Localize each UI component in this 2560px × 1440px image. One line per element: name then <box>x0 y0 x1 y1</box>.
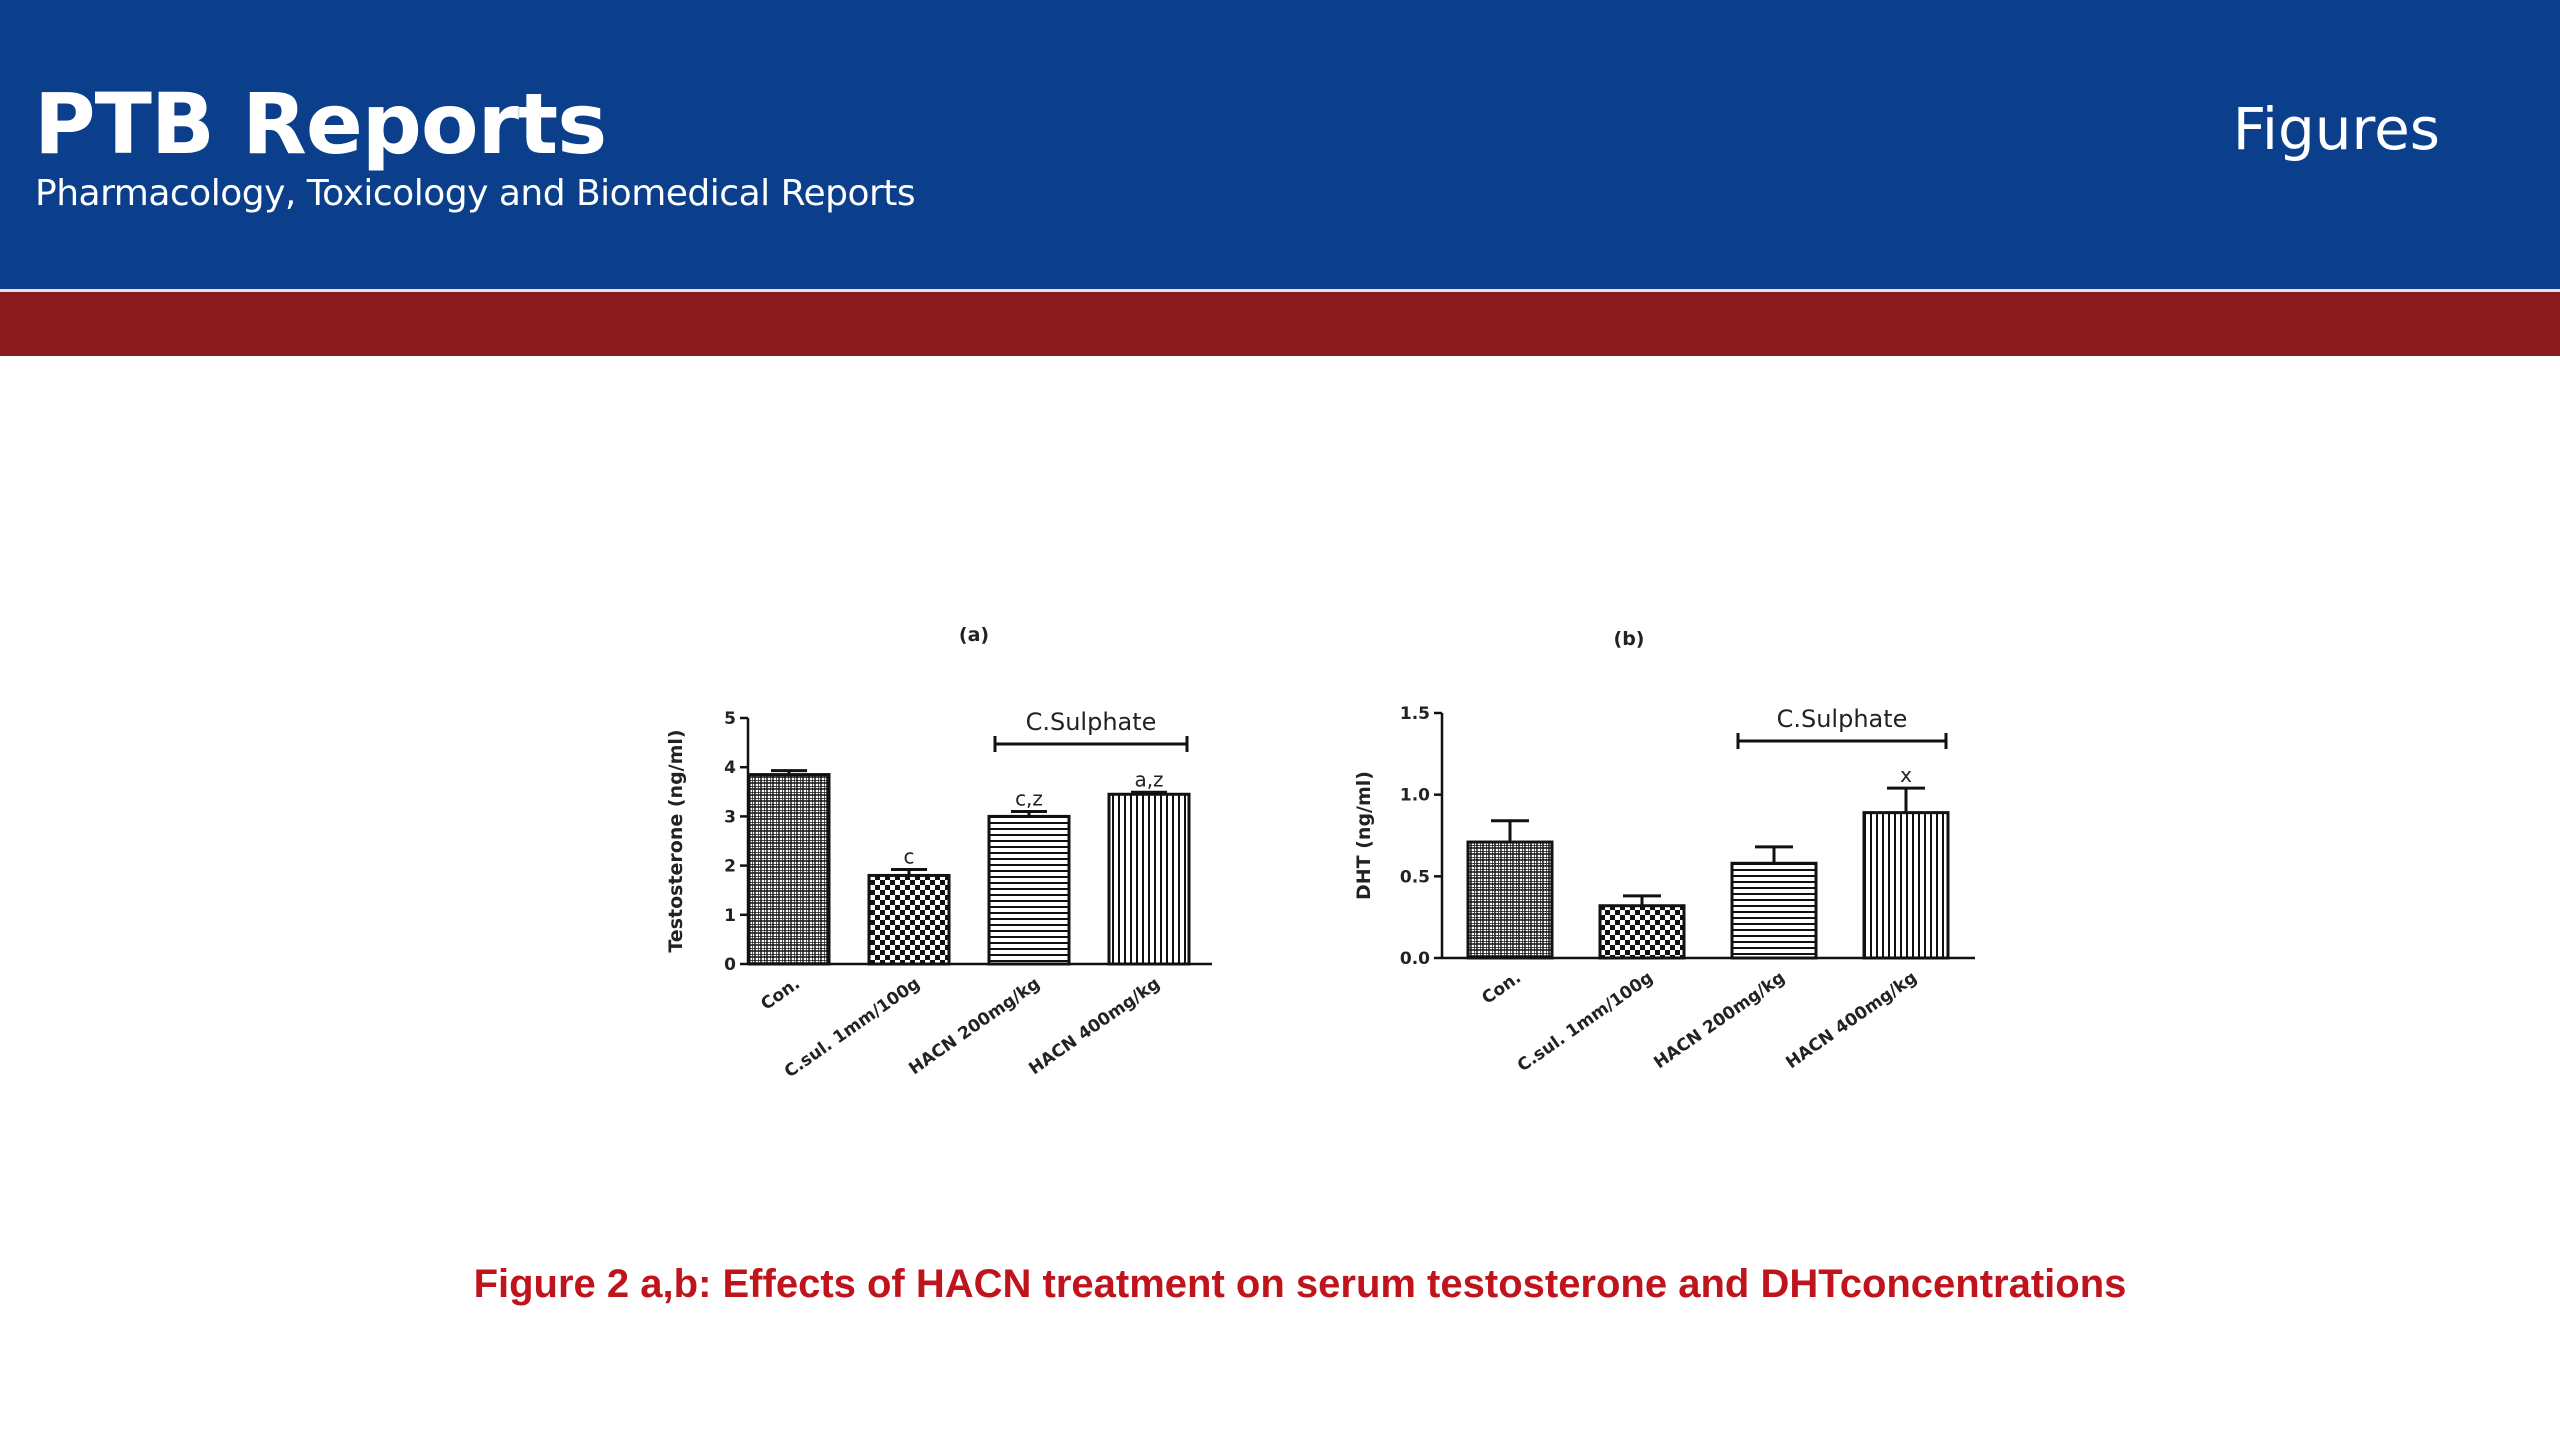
y-axis-title: Testosterone (ng/ml) <box>665 729 687 952</box>
brand-title[interactable]: PTB Reports <box>34 75 607 173</box>
category-label: Con. <box>757 974 803 1015</box>
bar <box>1107 792 1191 966</box>
significance-label: c,z <box>1015 786 1043 810</box>
bar <box>987 814 1071 966</box>
bar <box>1466 840 1554 960</box>
category-label: Con. <box>1478 968 1524 1009</box>
bar <box>1598 904 1686 960</box>
y-tick-label: 0.5 <box>1400 867 1430 887</box>
y-tick-label: 1.0 <box>1400 786 1430 806</box>
section-label-figures[interactable]: Figures <box>2232 95 2440 163</box>
y-tick-label: 0.0 <box>1400 949 1430 969</box>
chart-dht: (b) DHT (ng/ml) 0.0 0.5 1.0 1.5 Con.C.sul. 1mm… <box>1353 628 1975 1076</box>
chart-testosterone: (a)Testosterone (ng/ml)012345Con.cC.sul.… <box>665 624 1212 1082</box>
y-tick-label: 1 <box>724 906 736 926</box>
y-tick-label: 3 <box>724 807 736 827</box>
brand-subtitle: Pharmacology, Toxicology and Biomedical … <box>35 173 916 214</box>
figure-caption: Figure 2 a,b: Effects of HACN treatment … <box>473 1262 2127 1306</box>
bar <box>1730 861 1818 960</box>
category-label: C.sul. 1mm/100g <box>1514 968 1657 1076</box>
panel-label: (b) <box>1614 628 1645 650</box>
significance-label: x <box>1900 763 1912 787</box>
y-tick-label: 2 <box>724 857 736 877</box>
bar <box>1862 811 1950 960</box>
category-label: HACN 400mg/kg <box>1025 974 1163 1079</box>
panel-label: (a) <box>959 624 989 646</box>
y-axis-title: DHT (ng/ml) <box>1353 771 1375 900</box>
bar <box>867 873 951 966</box>
header-divider <box>0 289 2560 292</box>
significance-label: a,z <box>1134 767 1163 791</box>
category-label: HACN 200mg/kg <box>1650 968 1788 1073</box>
y-tick-label: 1.5 <box>1400 704 1430 724</box>
bar <box>747 773 831 966</box>
accent-band <box>0 292 2560 356</box>
y-tick-label: 4 <box>724 758 736 778</box>
bracket-label: C.Sulphate <box>1777 705 1908 733</box>
significance-label: c <box>904 845 915 869</box>
bracket-label: C.Sulphate <box>1026 708 1157 736</box>
y-tick-label: 0 <box>724 955 736 975</box>
category-label: HACN 400mg/kg <box>1782 968 1920 1073</box>
site-header: PTB Reports Pharmacology, Toxicology and… <box>0 0 2560 289</box>
y-tick-label: 5 <box>724 709 736 729</box>
category-label: HACN 200mg/kg <box>905 974 1043 1079</box>
